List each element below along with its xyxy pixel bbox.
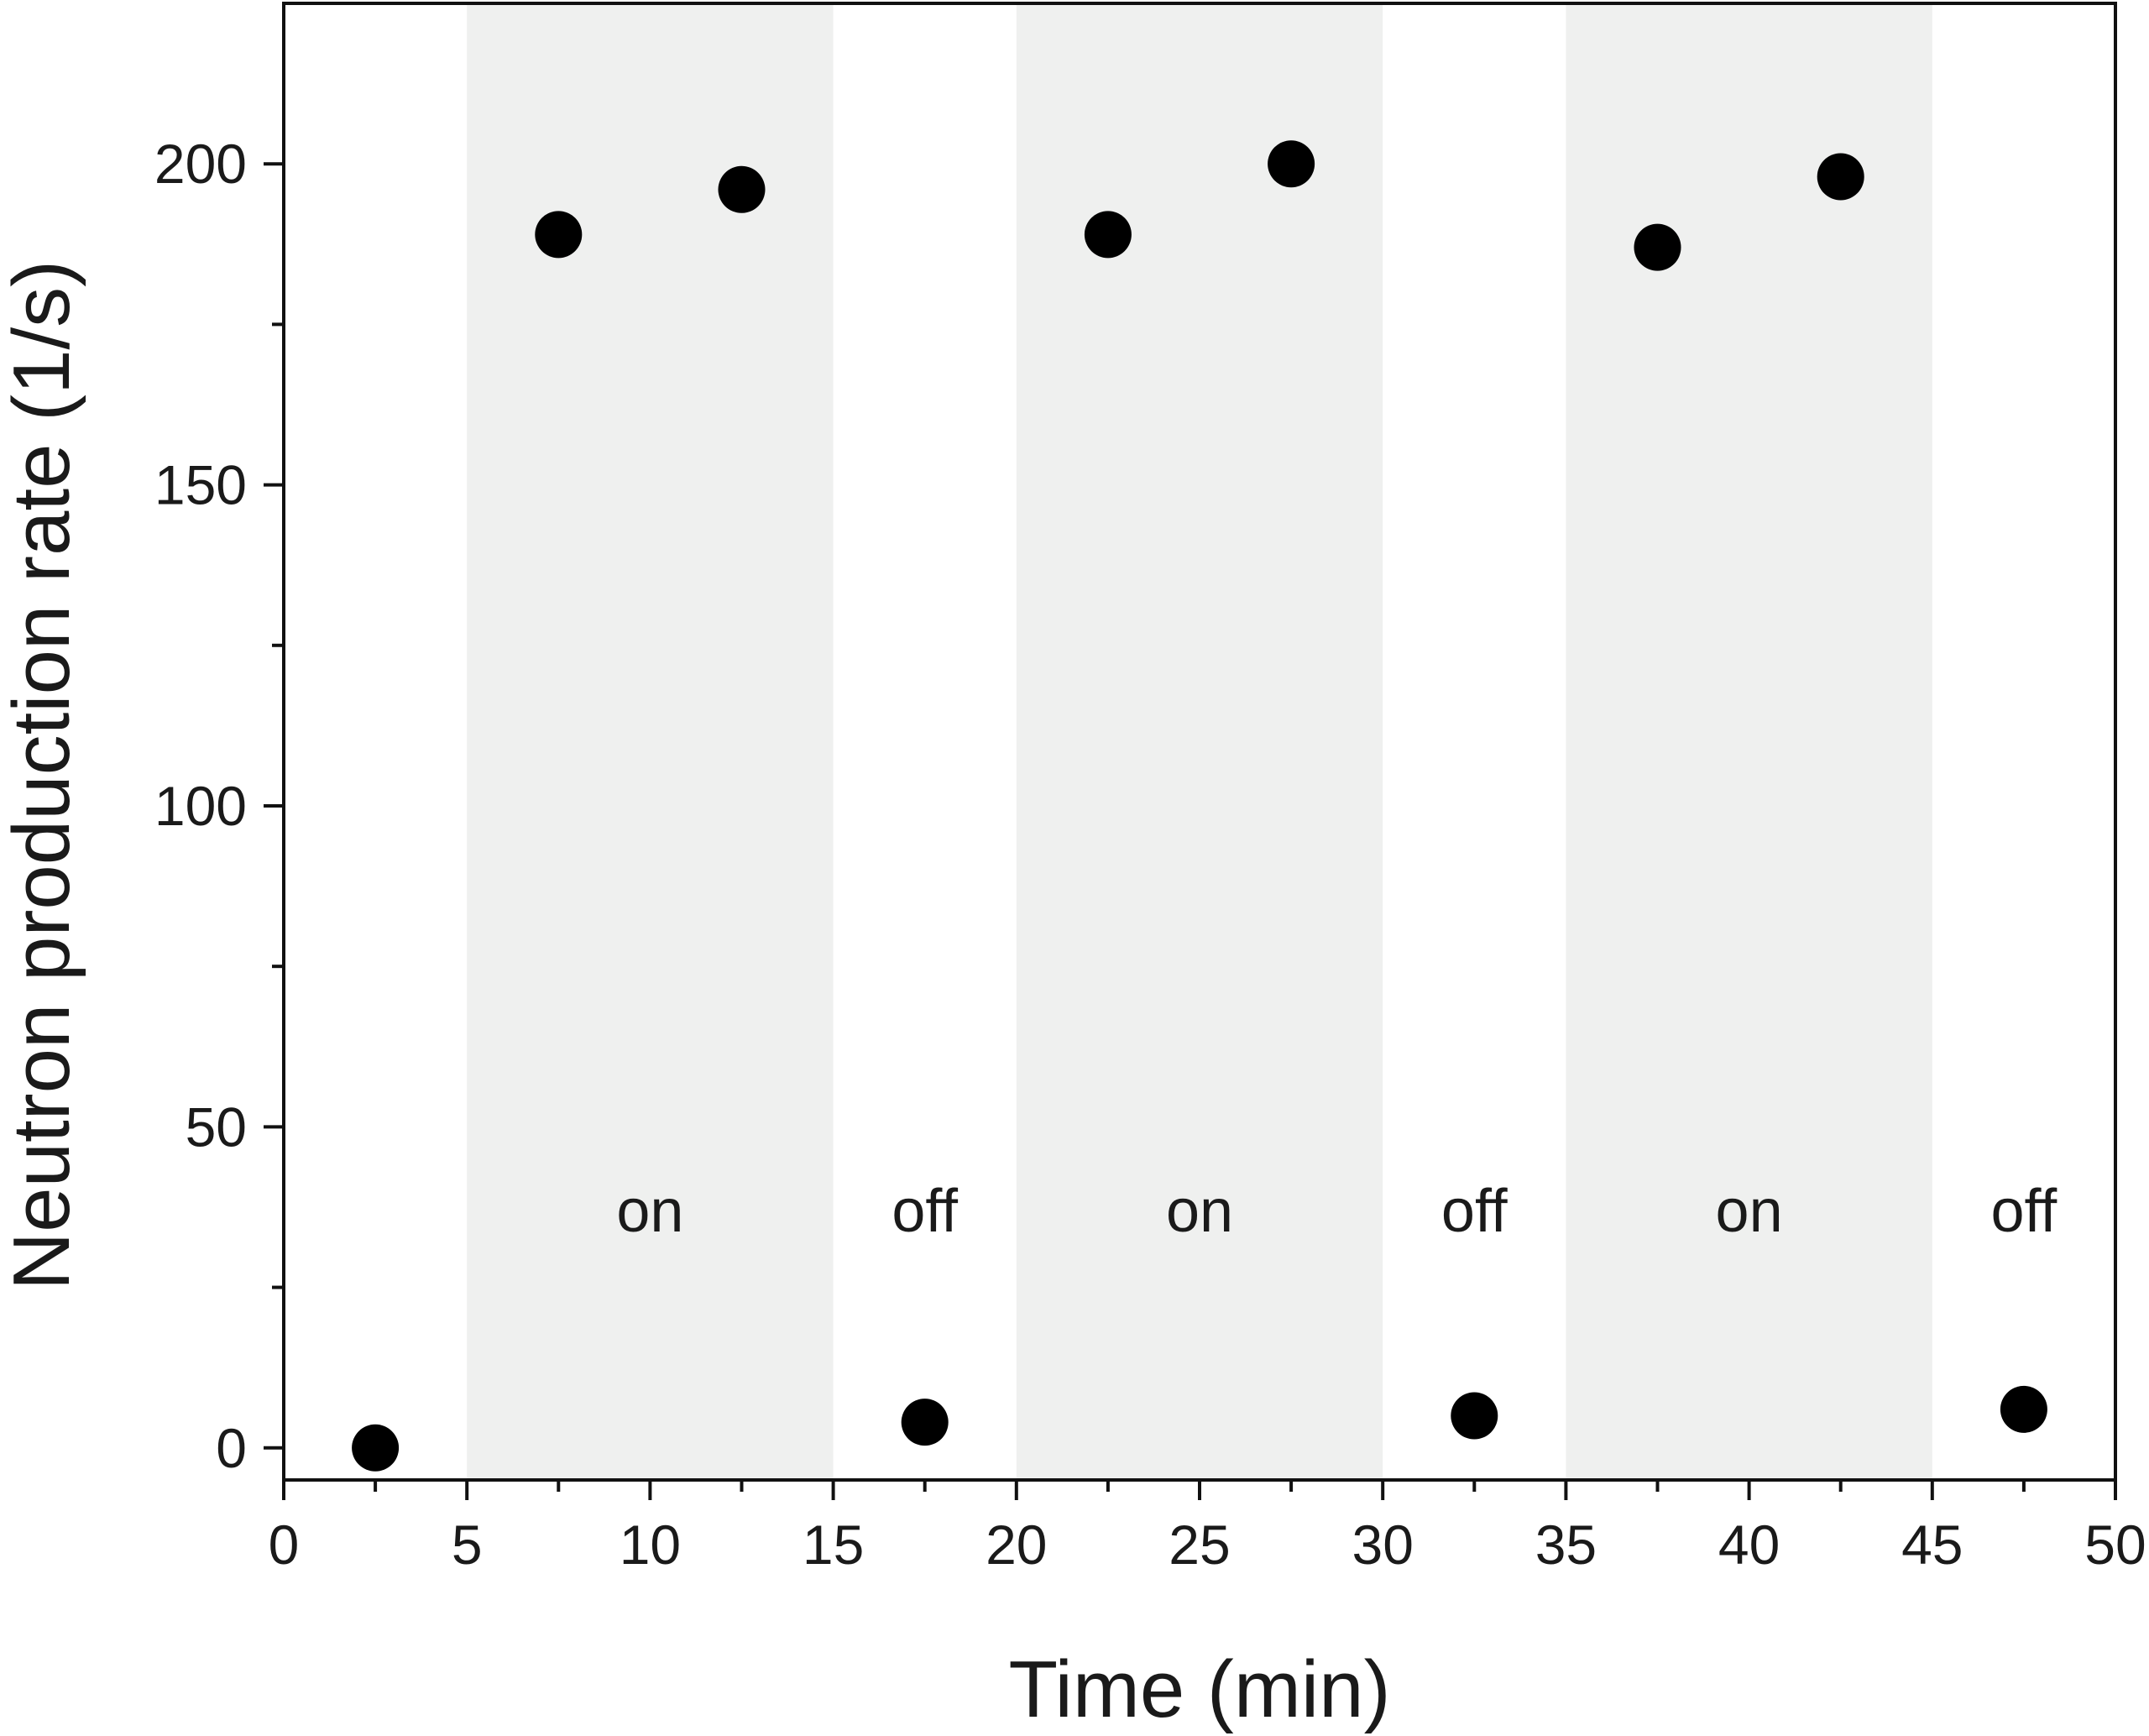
- data-point: [718, 165, 766, 213]
- shaded-band-3: [1566, 3, 1932, 1480]
- y-axis-title: Neutron production rate (1/s): [0, 260, 86, 1290]
- band-label-off: off: [891, 1178, 959, 1245]
- y-tick-label: 150: [154, 454, 247, 516]
- band-label-on: on: [1166, 1178, 1233, 1245]
- band-label-off: off: [1991, 1178, 2058, 1245]
- shaded-band-2: [1016, 3, 1383, 1480]
- y-tick-label: 50: [186, 1095, 247, 1158]
- data-point: [535, 211, 583, 259]
- x-tick-label: 10: [620, 1514, 681, 1576]
- data-point: [901, 1399, 949, 1446]
- data-points: [352, 140, 2047, 1472]
- data-point: [1451, 1392, 1498, 1440]
- data-point: [1084, 211, 1132, 259]
- data-point: [2000, 1385, 2047, 1433]
- x-tick-label: 40: [1718, 1514, 1780, 1576]
- y-tick-label: 200: [154, 133, 247, 195]
- x-tick-label: 30: [1352, 1514, 1413, 1576]
- band-label-off: off: [1441, 1178, 1508, 1245]
- data-point: [1817, 153, 1864, 201]
- x-tick-label: 0: [269, 1514, 300, 1576]
- data-point: [352, 1424, 400, 1472]
- x-tick-label: 35: [1535, 1514, 1597, 1576]
- x-axis-title: Time (min): [1008, 1644, 1390, 1734]
- band-label-on: on: [1716, 1178, 1783, 1245]
- data-point: [1634, 223, 1681, 271]
- x-tick-label: 50: [2084, 1514, 2146, 1576]
- shaded-bands: [467, 3, 1932, 1480]
- x-tick-label: 25: [1169, 1514, 1230, 1576]
- x-tick-label: 15: [803, 1514, 864, 1576]
- x-tick-label: 20: [986, 1514, 1047, 1576]
- band-label-on: on: [616, 1178, 683, 1245]
- y-axis-ticks: 0 50 100 150 200: [154, 133, 284, 1479]
- y-tick-label: 0: [216, 1417, 247, 1479]
- x-axis-ticks: 0 5 10 15 20 25 30 35 40 45 50: [269, 1480, 2146, 1576]
- x-tick-label: 5: [452, 1514, 483, 1576]
- band-annotations: on off on off on off: [616, 1178, 2057, 1245]
- x-tick-label: 45: [1901, 1514, 1963, 1576]
- y-tick-label: 100: [154, 775, 247, 837]
- data-point: [1268, 140, 1315, 188]
- shaded-band-1: [467, 3, 834, 1480]
